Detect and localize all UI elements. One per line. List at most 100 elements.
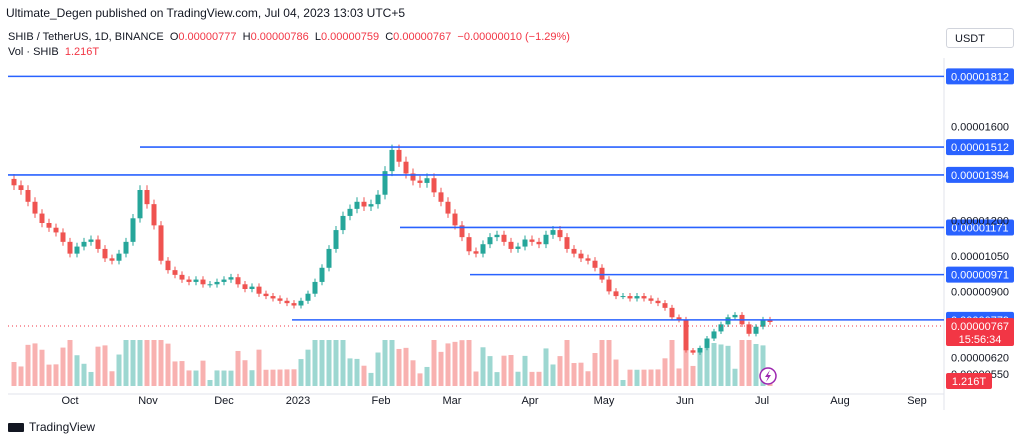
volume-bar bbox=[81, 363, 87, 386]
candle-body bbox=[326, 248, 332, 268]
volume-bar bbox=[333, 340, 339, 386]
volume-bar bbox=[102, 345, 108, 386]
volume-bar bbox=[732, 368, 738, 386]
candle-body bbox=[767, 319, 773, 322]
candle-body bbox=[760, 319, 766, 327]
candle-body bbox=[333, 230, 339, 249]
candle-body bbox=[179, 274, 185, 280]
candle-body bbox=[242, 284, 248, 289]
candle-body bbox=[284, 300, 290, 304]
candle-body bbox=[620, 296, 626, 298]
candle-body bbox=[347, 208, 353, 216]
candle-body bbox=[60, 232, 66, 242]
volume-bar bbox=[179, 361, 185, 386]
candle-body bbox=[417, 180, 423, 183]
candle-body bbox=[732, 314, 738, 318]
volume-bar bbox=[585, 371, 591, 386]
volume-bar bbox=[277, 369, 283, 386]
level-price-label: 0.00001512 bbox=[951, 142, 1009, 154]
volume-bar bbox=[88, 371, 94, 386]
volume-bar bbox=[389, 340, 395, 386]
candle-body bbox=[494, 234, 500, 238]
candle-body bbox=[648, 298, 654, 301]
volume-bar bbox=[473, 371, 479, 386]
volume-bar bbox=[319, 340, 325, 386]
currency-button[interactable]: USDT bbox=[946, 28, 1014, 48]
volume-bar bbox=[627, 369, 633, 386]
candle-body bbox=[116, 253, 122, 261]
candle-body bbox=[445, 201, 451, 214]
candle-body bbox=[32, 201, 38, 214]
candle-body bbox=[536, 241, 542, 245]
volume-bar bbox=[494, 372, 500, 386]
x-axis: Oct Nov Dec 2023 Feb Mar Apr May Jun Jul Aug Sep bbox=[61, 395, 926, 407]
volume-bar bbox=[361, 365, 367, 386]
volume-bar bbox=[263, 369, 269, 386]
volume-value: 1.216T bbox=[64, 46, 100, 58]
x-tick-label: Sep bbox=[907, 395, 927, 407]
close-label: C bbox=[385, 31, 394, 43]
volume-bar bbox=[466, 340, 472, 386]
volume-bar bbox=[116, 354, 122, 386]
symbol-name[interactable]: SHIB / TetherUS, 1D, BINANCE bbox=[8, 31, 164, 43]
flash-icon[interactable] bbox=[759, 367, 777, 385]
candle-body bbox=[186, 279, 192, 282]
candle-body bbox=[480, 244, 486, 254]
volume-bar bbox=[550, 364, 556, 386]
candle-body bbox=[228, 277, 234, 280]
last-price-label: 0.00000767 bbox=[951, 321, 1009, 333]
brand-name: TradingView bbox=[29, 420, 96, 434]
candle-body bbox=[39, 213, 45, 223]
volume-bar bbox=[46, 364, 52, 386]
candle-body bbox=[193, 279, 199, 282]
volume-bar bbox=[641, 369, 647, 386]
volume-bar bbox=[165, 343, 171, 386]
candle-body bbox=[662, 303, 668, 308]
open-label: O bbox=[169, 31, 179, 43]
candle-body bbox=[270, 296, 276, 299]
candle-body bbox=[46, 223, 52, 228]
volume-label[interactable]: Vol · SHIB bbox=[8, 46, 59, 58]
candle-body bbox=[599, 267, 605, 280]
candle-body bbox=[389, 149, 395, 172]
volume-bar bbox=[725, 345, 731, 386]
candle-body bbox=[725, 317, 731, 325]
volume-bar bbox=[746, 340, 752, 386]
volume-bar bbox=[18, 366, 24, 386]
volume-bar bbox=[144, 340, 150, 386]
candle-body bbox=[53, 227, 59, 233]
volume-bar bbox=[501, 355, 507, 386]
x-tick-label: Nov bbox=[138, 395, 158, 407]
tradingview-logo-icon bbox=[8, 422, 24, 432]
publisher-caption: Ultimate_Degen published on TradingView.… bbox=[6, 6, 406, 20]
volume-bar bbox=[200, 360, 206, 386]
volume-bar bbox=[39, 349, 45, 386]
candle-body bbox=[361, 201, 367, 207]
candle-body bbox=[67, 241, 73, 254]
candle-body bbox=[466, 237, 472, 252]
x-tick-label: Feb bbox=[372, 395, 391, 407]
volume-bar bbox=[305, 349, 311, 386]
candle-body bbox=[74, 246, 80, 254]
candle-body bbox=[431, 178, 437, 193]
candle-body bbox=[256, 286, 262, 294]
volume-bar bbox=[452, 341, 458, 386]
candle-body bbox=[634, 296, 640, 299]
volume-bar bbox=[74, 355, 80, 386]
volume-bar bbox=[634, 369, 640, 386]
volume-bar bbox=[368, 372, 374, 386]
candle-body bbox=[522, 239, 528, 247]
volume-bar bbox=[578, 362, 584, 386]
level-price-label-bg bbox=[946, 219, 1014, 236]
volume-bar bbox=[487, 356, 493, 386]
candle-body bbox=[354, 201, 360, 209]
volume-bar bbox=[438, 351, 444, 386]
candle-body bbox=[235, 277, 241, 285]
candle-body bbox=[214, 281, 220, 285]
candle-body bbox=[410, 173, 416, 181]
y-tick-label: 0.00001200 bbox=[951, 216, 1009, 228]
tradingview-brand[interactable]: TradingView bbox=[8, 420, 95, 434]
candle-body bbox=[557, 230, 563, 238]
candle-body bbox=[375, 194, 381, 205]
